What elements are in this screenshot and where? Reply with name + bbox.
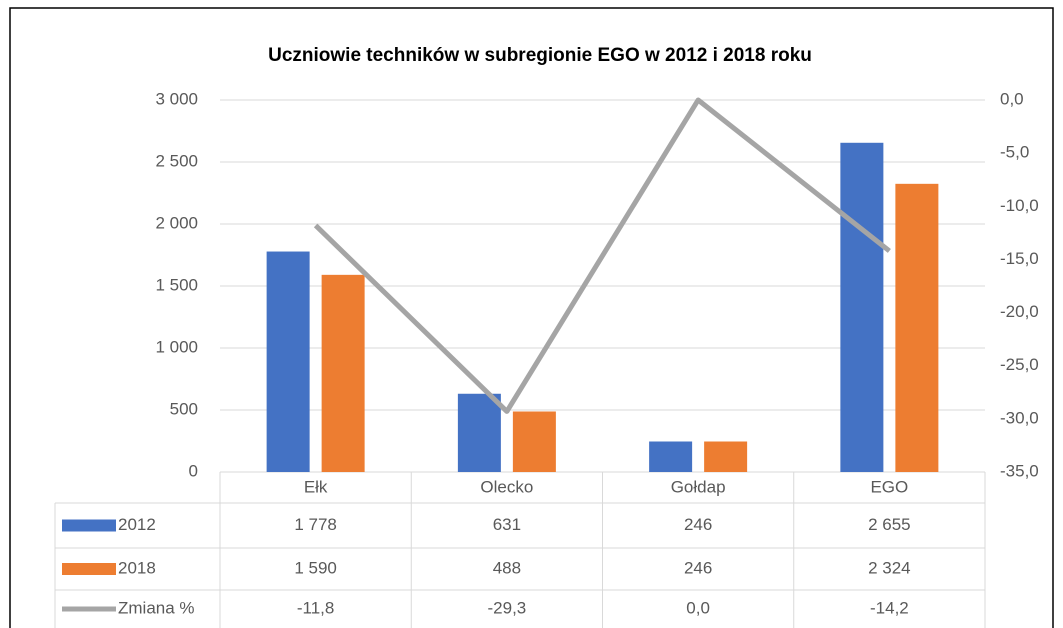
y-tick-label: 500	[170, 399, 198, 418]
y2-tick-label: -10,0	[1000, 196, 1039, 215]
y2-tick-label: -20,0	[1000, 302, 1039, 321]
x-tick-label: Gołdap	[671, 477, 726, 496]
table-cell: 2 324	[868, 558, 911, 577]
table-cell: 631	[493, 515, 521, 534]
bar	[895, 183, 939, 472]
bar	[704, 441, 748, 472]
table-cell: 1 590	[294, 558, 337, 577]
chart-title: Uczniowie techników w subregionie EGO w …	[268, 45, 812, 66]
y2-tick-label: -5,0	[1000, 143, 1029, 162]
bar	[266, 251, 310, 472]
y-tick-label: 2 000	[155, 213, 198, 232]
x-tick-label: Ełk	[304, 477, 328, 496]
x-tick-label: Olecko	[480, 477, 533, 496]
table-cell: 246	[684, 558, 712, 577]
legend-label: Zmiana %	[118, 598, 195, 617]
bar	[457, 393, 501, 472]
bar	[321, 274, 365, 472]
legend-key	[62, 519, 116, 532]
legend-label: 2012	[118, 515, 156, 534]
table-cell: 1 778	[294, 515, 337, 534]
y2-tick-label: -25,0	[1000, 355, 1039, 374]
y-tick-label: 1 000	[155, 337, 198, 356]
legend-key	[62, 563, 116, 575]
y-tick-label: 3 000	[155, 89, 198, 108]
y-tick-label: 2 500	[155, 151, 198, 170]
table-cell: 2 655	[868, 515, 911, 534]
y2-tick-label: -35,0	[1000, 461, 1039, 480]
table-cell: 0,0	[686, 598, 710, 617]
table-cell: 246	[684, 515, 712, 534]
y2-tick-label: -30,0	[1000, 408, 1039, 427]
bar	[512, 411, 556, 472]
y2-tick-label: 0,0	[1000, 89, 1024, 108]
y-tick-label: 0	[189, 461, 198, 480]
table-cell: -29,3	[488, 598, 527, 617]
x-tick-label: EGO	[870, 477, 908, 496]
bar	[840, 142, 884, 472]
line	[313, 97, 891, 414]
y2-tick-label: -15,0	[1000, 249, 1039, 268]
table-cell: -11,8	[297, 598, 335, 617]
bar	[649, 441, 693, 472]
table-cell: 488	[493, 558, 521, 577]
legend-label: 2018	[118, 558, 156, 577]
table-cell: -14,2	[870, 598, 909, 617]
y-tick-label: 1 500	[155, 275, 198, 294]
